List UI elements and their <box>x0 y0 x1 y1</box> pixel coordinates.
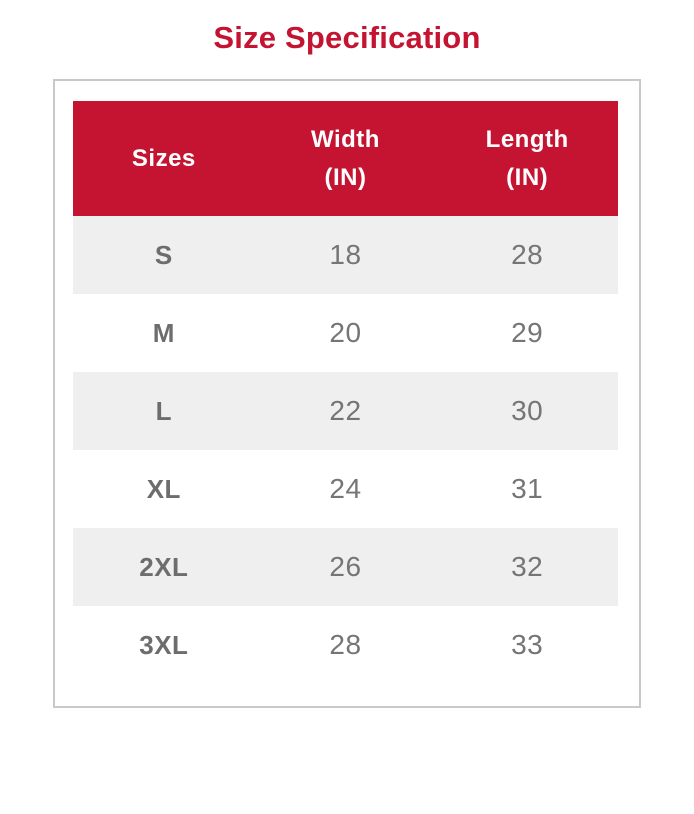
width-cell: 20 <box>329 317 362 348</box>
table-row-s: S 18 28 <box>73 216 618 294</box>
width-cell: 26 <box>329 551 362 582</box>
length-cell: 31 <box>511 473 544 504</box>
size-cell: M <box>152 317 175 348</box>
table-row-m: M 20 29 <box>73 294 618 372</box>
size-cell: L <box>155 395 173 426</box>
length-cell: 32 <box>511 551 544 582</box>
size-cell: S <box>154 239 173 270</box>
table-row-l: L 22 30 <box>73 372 618 450</box>
width-cell: 24 <box>329 473 362 504</box>
length-cell: 28 <box>511 239 544 270</box>
width-cell: 18 <box>329 239 362 270</box>
table-row-3xl: 3XL 28 33 <box>73 606 618 684</box>
size-cell: 3XL <box>139 629 189 660</box>
size-cell: XL <box>146 473 181 504</box>
header-cell-width: Width (IN) <box>311 125 380 191</box>
size-table-header-row: Sizes Width (IN) Length (IN) <box>73 101 618 216</box>
header-cell-sizes: Sizes <box>131 144 196 172</box>
header-cell-length: Length (IN) <box>485 125 569 191</box>
length-cell: 33 <box>511 629 544 660</box>
size-cell: 2XL <box>139 551 189 582</box>
size-table: Sizes Width (IN) Length (IN) S 18 28 M 2… <box>73 101 618 684</box>
size-chart-card: Sizes Width (IN) Length (IN) S 18 28 M 2… <box>53 79 641 708</box>
page-title: Size Specification <box>213 20 481 55</box>
width-cell: 22 <box>329 395 362 426</box>
length-cell: 29 <box>511 317 544 348</box>
table-row-xl: XL 24 31 <box>73 450 618 528</box>
length-cell: 30 <box>511 395 544 426</box>
width-cell: 28 <box>329 629 362 660</box>
table-row-2xl: 2XL 26 32 <box>73 528 618 606</box>
